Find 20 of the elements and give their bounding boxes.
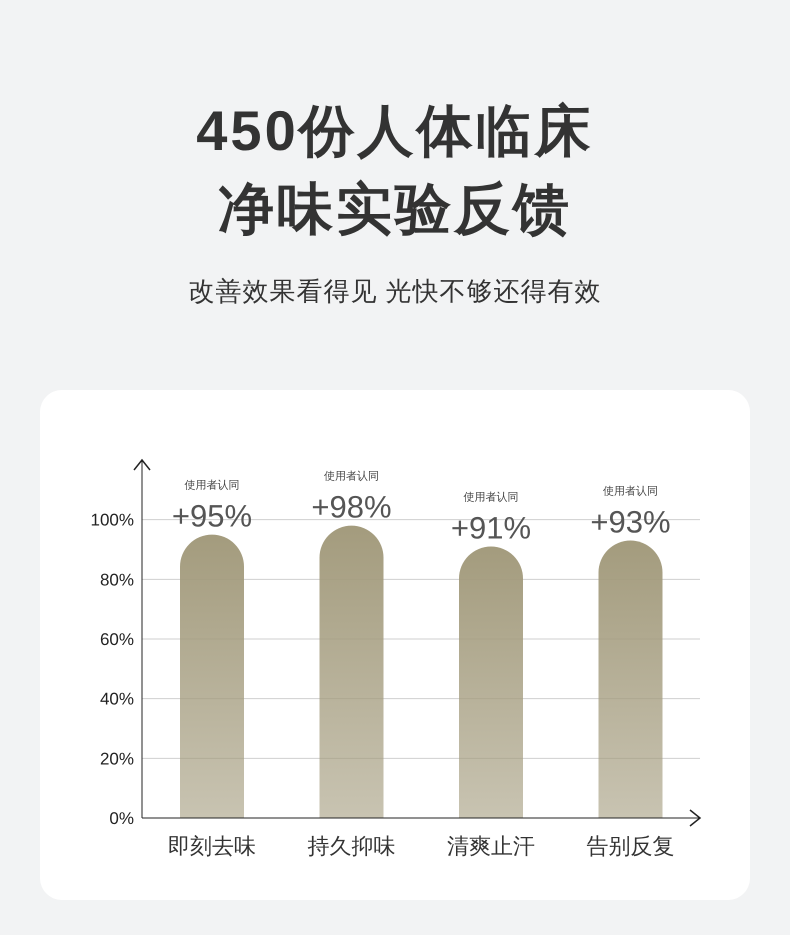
y-tick-label: 40% (100, 690, 134, 709)
chart-title: 450份人体临床净味实验反馈 (195, 98, 595, 242)
annotation: 使用者认同 (464, 490, 518, 504)
x-tick-label: 即刻去味 (168, 834, 256, 859)
x-tick-label: 持久抑味 (307, 834, 396, 859)
chart-subtitle: 改善效果看得见 光快不够还得有效 (187, 275, 603, 308)
y-tick-label: 20% (100, 749, 134, 768)
data-label: +98% (311, 490, 392, 525)
data-label: +91% (450, 510, 532, 546)
y-tick-label: 100% (90, 510, 134, 530)
x-tick-label: 告别反复 (586, 834, 674, 859)
y-tick-label: 0% (109, 809, 134, 828)
y-tick-label: 80% (100, 570, 134, 590)
annotation: 使用者认同 (603, 484, 658, 498)
annotation: 使用者认同 (324, 470, 379, 483)
annotation: 使用者认同 (184, 478, 240, 492)
y-tick-label: 60% (100, 630, 134, 650)
data-label: +95% (172, 498, 252, 534)
data-label: +93% (590, 504, 671, 540)
x-tick-label: 清爽止汗 (446, 834, 535, 859)
